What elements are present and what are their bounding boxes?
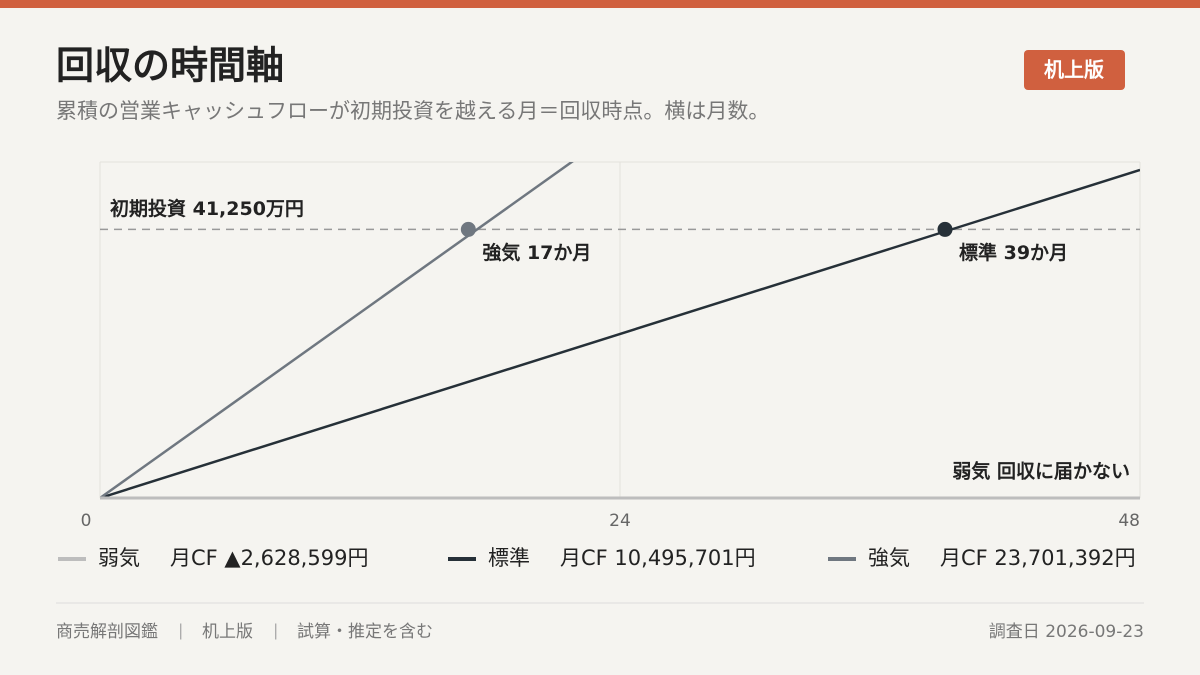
legend-name: 強気 (868, 546, 910, 570)
footer-sep: | (273, 621, 278, 640)
payback-marker (937, 221, 953, 237)
lines (100, 162, 1140, 498)
investment-label: 初期投資 41,250万円 (110, 197, 304, 220)
x-tick-label: 48 (1118, 511, 1140, 531)
chart-subtitle: 累積の営業キャッシュフローが初期投資を越える月＝回収時点。横は月数。 (56, 99, 769, 123)
legend-cf: 月CF 10,495,701円 (560, 546, 756, 570)
badge (1024, 50, 1125, 90)
footer-text: 商売解剖図鑑 (56, 622, 158, 642)
top-bar (0, 0, 1200, 8)
weak-note: 弱気 回収に届かない (952, 460, 1130, 483)
x-tick-label: 0 (81, 511, 92, 531)
footer-sep: | (178, 621, 183, 640)
legend-name: 弱気 (98, 546, 140, 570)
payback-marker (460, 221, 476, 237)
legend-cf: 月CF 23,701,392円 (940, 546, 1136, 570)
footer-text: 試算・推定を含む (297, 622, 433, 642)
footer-text: 机上版 (202, 622, 253, 642)
payback-label: 強気 17か月 (482, 241, 591, 264)
x-tick-label: 24 (609, 511, 631, 531)
series-line (100, 168, 1140, 498)
badge-text: 机上版 (1044, 58, 1104, 82)
series-line (100, 162, 574, 498)
footer-date: 調査日 2026-09-23 (989, 622, 1144, 642)
legend-name: 標準 (488, 546, 530, 570)
payback-label: 標準 39か月 (959, 241, 1068, 264)
chart-title: 回収の時間軸 (56, 44, 284, 88)
legend-cf: 月CF ▲2,628,599円 (170, 546, 368, 570)
